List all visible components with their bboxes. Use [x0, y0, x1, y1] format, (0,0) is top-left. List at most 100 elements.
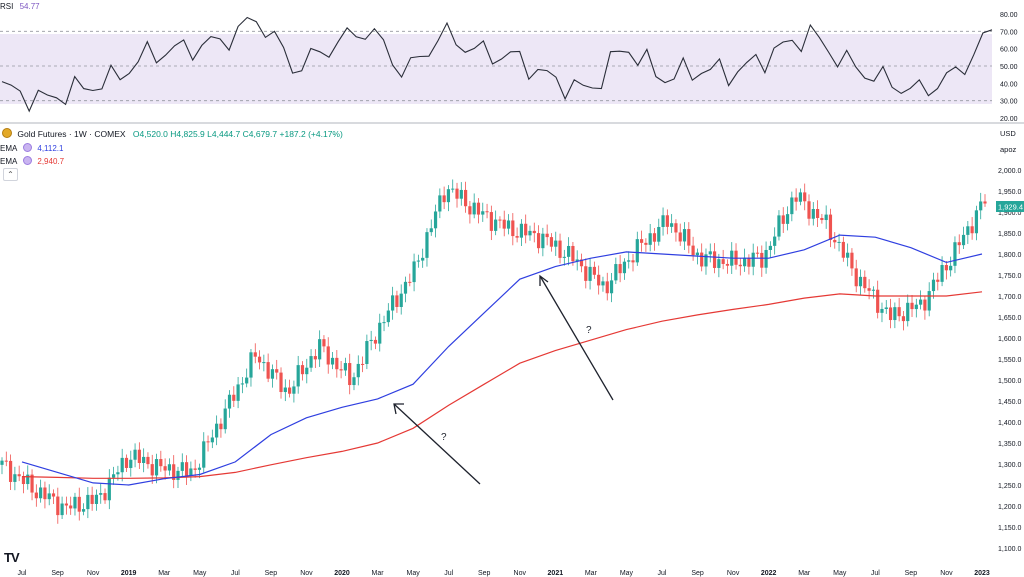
candle-down [545, 233, 549, 238]
candle-up [223, 408, 227, 430]
symbol-legend: Gold Futures · 1W · COMEX O4,520.0 H4,82… [0, 128, 343, 139]
candle-down [794, 197, 798, 202]
candle-down [253, 352, 257, 357]
candle-up [0, 460, 4, 465]
candle-up [528, 230, 532, 236]
candle-down [137, 449, 141, 464]
candle-up [309, 356, 313, 368]
candle-down [897, 307, 901, 317]
candle-down [206, 441, 210, 443]
ohlc-change: +187.2 (+4.17%) [279, 129, 343, 139]
candle-down [549, 237, 554, 247]
candle-up [112, 474, 116, 478]
candle-down [957, 242, 961, 246]
candle-down [455, 188, 459, 199]
symbol-title[interactable]: Gold Futures · 1W · COMEX [17, 129, 126, 139]
candle-up [682, 229, 687, 242]
candle-down [322, 339, 326, 347]
candle-up [858, 276, 863, 287]
candle-up [107, 477, 111, 501]
candle-down [56, 496, 60, 516]
candle-down [476, 202, 481, 215]
price-axis-tick: 1,550.0 [998, 357, 1021, 364]
candle-down [64, 503, 68, 506]
rsi-axis-tick: 60.00 [1000, 47, 1018, 54]
candle-up [412, 261, 416, 283]
candle-up [176, 470, 180, 480]
candle-up [60, 503, 64, 516]
candle-down [936, 279, 940, 282]
ema1-legend[interactable]: EMA 4,112.1 [0, 143, 63, 153]
candle-up [974, 210, 979, 234]
rsi-value: 54.77 [19, 2, 40, 11]
last-price-tag-text: 1,929.4 [998, 203, 1023, 212]
ema2-legend[interactable]: EMA 2,940.7 [0, 156, 64, 166]
candle-up [240, 383, 244, 385]
candle-down [721, 259, 725, 264]
candle-up [421, 257, 425, 261]
candle-up [451, 188, 455, 190]
candle-up [133, 449, 137, 460]
candle-down [34, 492, 38, 499]
candle-up [494, 219, 498, 231]
time-axis-tick: 2021 [548, 570, 564, 577]
candle-up [798, 192, 803, 202]
candle-down [584, 266, 588, 281]
tradingview-logo[interactable]: TV [4, 550, 20, 565]
time-axis-tick: Nov [940, 570, 953, 577]
candle-up [167, 464, 172, 471]
candle-up [648, 233, 652, 245]
candle-up [609, 280, 614, 294]
price-axis-tick: 1,350.0 [998, 441, 1021, 448]
indicator-dot-icon [23, 156, 33, 165]
price-axis-tick: 1,450.0 [998, 399, 1021, 406]
candle-up [481, 211, 485, 215]
candle-down [687, 229, 691, 246]
rsi-axis-tick: 50.00 [1000, 64, 1018, 71]
time-axis-tick: Jul [18, 570, 27, 577]
candle-up [129, 459, 133, 468]
candle-down [8, 460, 13, 482]
candle-up [670, 223, 674, 227]
time-axis-tick: Nov [727, 570, 740, 577]
candle-up [154, 459, 159, 476]
ohlc-low: L4,444.7 [207, 129, 241, 139]
candle-up [210, 437, 214, 443]
candle-down [725, 263, 730, 266]
candle-down [219, 423, 223, 430]
candle-down [579, 259, 584, 267]
candle-up [283, 387, 287, 393]
candle-down [910, 302, 914, 310]
candle-down [901, 316, 906, 322]
candle-up [142, 456, 146, 464]
candle-up [940, 265, 944, 282]
ohlc-open: O4,520.0 [132, 129, 168, 139]
candle-down [159, 459, 163, 467]
candle-up [627, 260, 631, 262]
candle-up [403, 281, 408, 294]
candle-down [51, 493, 56, 497]
candle-down [103, 493, 107, 501]
arrow-1-shaft [393, 403, 481, 485]
candle-up [622, 261, 627, 274]
rsi-axis-tick: 20.00 [1000, 116, 1018, 123]
candle-down [300, 365, 305, 375]
candle-down [511, 220, 515, 237]
candle-down [597, 274, 601, 286]
candle-down [833, 239, 837, 243]
candle-down [232, 394, 236, 401]
candle-up [601, 281, 605, 286]
candle-down [854, 268, 858, 287]
axis-currency-label[interactable]: USD [1000, 129, 1016, 138]
candle-up [202, 441, 206, 468]
candle-up [773, 236, 777, 246]
candle-up [425, 232, 429, 258]
candle-up [764, 249, 768, 268]
candle-up [519, 223, 524, 238]
time-axis-tick: Mar [798, 570, 811, 577]
candle-up [768, 245, 772, 250]
candle-up [446, 189, 451, 203]
collapse-legend-button[interactable]: ⌃ [3, 168, 18, 181]
candle-up [927, 291, 931, 311]
candle-up [382, 322, 386, 324]
